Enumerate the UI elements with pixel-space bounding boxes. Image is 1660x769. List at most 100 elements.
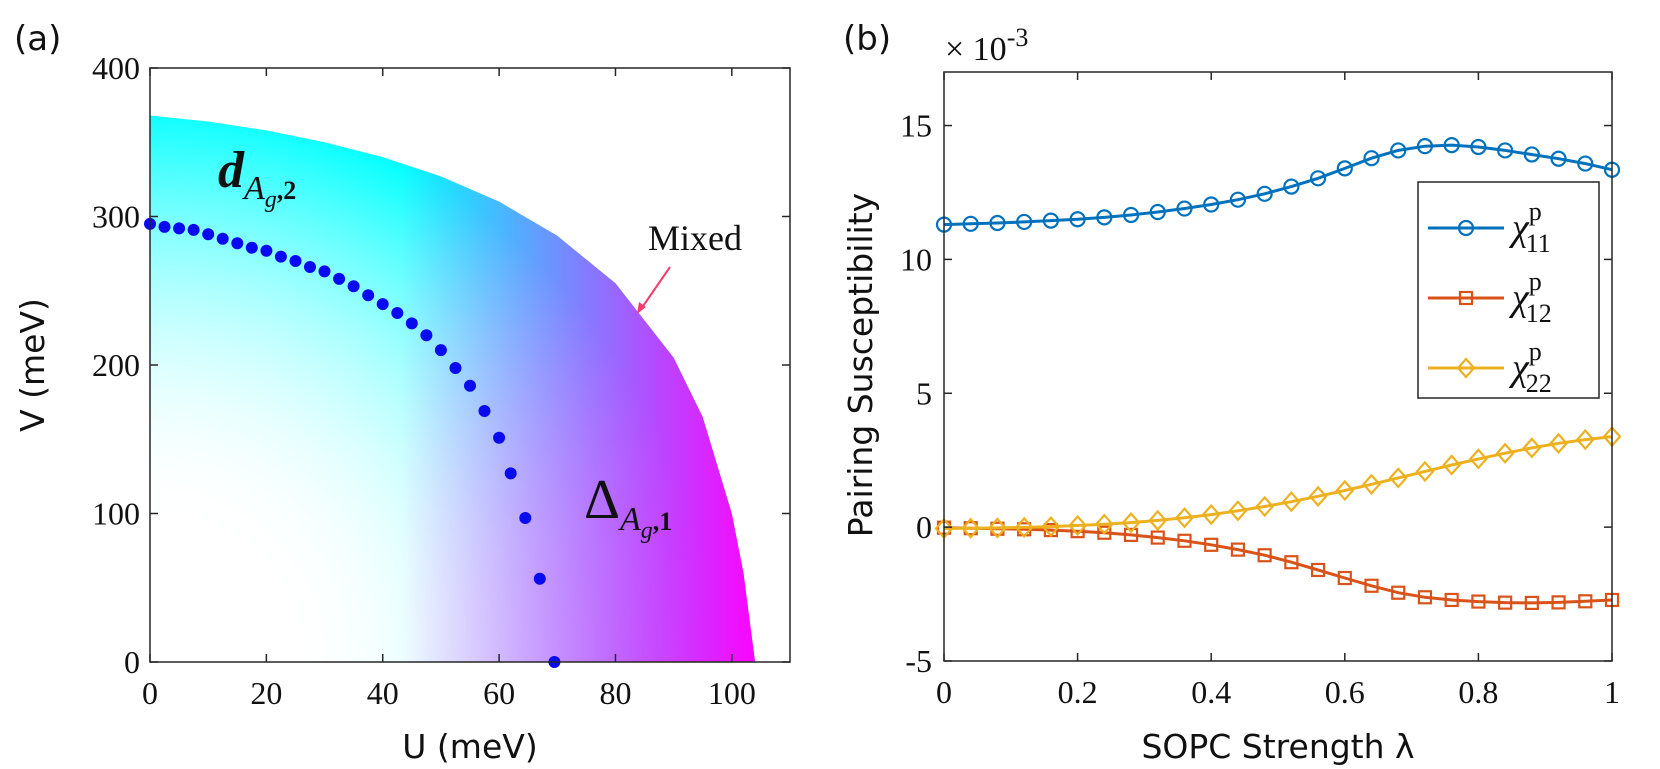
y-tick-label-b: 5 [916, 375, 932, 411]
transition-point [158, 220, 171, 233]
data-point [1550, 150, 1567, 167]
data-point [1388, 467, 1408, 489]
data-point [1391, 585, 1406, 600]
data-point [1203, 196, 1220, 213]
x-axis-label-b: SOPC Strength λ [1141, 727, 1414, 766]
panel-label-b: (b) [843, 19, 891, 59]
data-point [1123, 527, 1139, 543]
transition-point [391, 307, 404, 319]
series-χ11p [935, 136, 1621, 233]
data-point [1523, 146, 1540, 163]
transition-point [493, 431, 506, 444]
data-point [1495, 442, 1515, 464]
data-point [1204, 537, 1219, 552]
transition-point [260, 244, 273, 257]
transition-point [449, 362, 462, 374]
data-point [1310, 562, 1326, 578]
data-point [1284, 555, 1299, 570]
y-axis-label-a: V (meV) [13, 298, 52, 432]
legend-item: χp 12 [1428, 267, 1552, 328]
data-point [1442, 454, 1462, 476]
data-point [1257, 548, 1272, 563]
mixed-arrowhead [637, 302, 646, 314]
data-point [1309, 170, 1327, 187]
x-tick-label-b: 0.8 [1458, 674, 1498, 710]
x-tick-label-a: 60 [483, 675, 515, 711]
series-χ22p [934, 425, 1622, 540]
y-tick-label-a: 300 [92, 199, 140, 235]
transition-point [405, 317, 418, 330]
data-point [1283, 178, 1300, 195]
axes-box-b [943, 71, 1613, 662]
d-phase-label: dAg,2 [218, 142, 296, 213]
data-point [987, 517, 1007, 539]
transition-point [245, 241, 258, 254]
y-tick-label-a: 200 [92, 347, 140, 383]
x-tick-label-a: 100 [708, 675, 756, 711]
data-point [1068, 514, 1088, 537]
transition-points [144, 217, 561, 668]
data-point [1308, 485, 1328, 508]
transition-point [216, 232, 229, 245]
series-line [943, 143, 1613, 227]
y-multiplier: × 10-3 [945, 23, 1028, 68]
data-point [1122, 206, 1140, 224]
data-point [1577, 155, 1594, 172]
x-tick-label-b: 0 [936, 674, 952, 710]
axis-ticks-a: 0 20 40 60 80 100 0 100 200 300 400 [92, 50, 790, 711]
legend: χp 11 χp 12 χp 22 [1417, 181, 1600, 399]
delta-phase-label: ΔAg,1 [584, 469, 672, 544]
x-tick-label-a: 20 [250, 675, 282, 711]
series-line [943, 435, 1613, 530]
data-point [1229, 191, 1247, 208]
data-point [1016, 213, 1033, 231]
data-point [1175, 507, 1194, 529]
legend-label: χp 11 [1508, 197, 1551, 258]
data-point [1281, 491, 1301, 513]
data-point [1551, 595, 1566, 610]
y-tick-label-a: 0 [124, 644, 140, 680]
data-point [1121, 511, 1141, 534]
legend-label: χp 22 [1508, 337, 1552, 398]
y-tick-label-a: 100 [92, 496, 140, 532]
data-point [1041, 515, 1061, 538]
data-point [962, 215, 979, 232]
y-tick-label-a: 400 [92, 50, 140, 86]
phase-region [150, 115, 756, 662]
y-tick-label-b: 15 [900, 108, 932, 144]
data-point [1228, 500, 1248, 522]
data-point [1390, 142, 1407, 159]
data-point [1230, 542, 1246, 557]
data-point [1336, 160, 1353, 177]
transition-point [347, 280, 360, 293]
data-point [1471, 594, 1486, 609]
legend-label: χp 12 [1508, 267, 1552, 328]
transition-point [304, 261, 316, 273]
legend-item: χp 22 [1428, 337, 1552, 398]
mixed-arrow [640, 266, 671, 310]
transition-point [362, 289, 375, 302]
transition-point [464, 379, 476, 392]
data-point [1417, 590, 1433, 605]
data-point [1097, 525, 1112, 540]
data-point [1069, 211, 1086, 228]
data-point [1443, 136, 1460, 154]
data-point [1363, 150, 1380, 167]
data-point [1096, 209, 1113, 226]
y-axis-label-b: Pairing Susceptibility [841, 193, 880, 537]
data-point [1549, 432, 1569, 454]
transition-point [434, 344, 447, 357]
y-tick-label-b: -5 [905, 643, 932, 679]
data-point [961, 517, 981, 539]
panel-a: 0 20 40 60 80 100 0 100 200 300 400 (a) U (meV) V … [13, 19, 791, 766]
data-point [1337, 570, 1352, 586]
data-point [1416, 138, 1434, 155]
delta-phase-region [150, 115, 756, 662]
data-point [1362, 473, 1381, 495]
series-lines [934, 136, 1622, 611]
transition-point [173, 222, 186, 235]
legend-marker [1457, 219, 1475, 237]
transition-point [318, 265, 331, 278]
data-point [1042, 212, 1059, 229]
